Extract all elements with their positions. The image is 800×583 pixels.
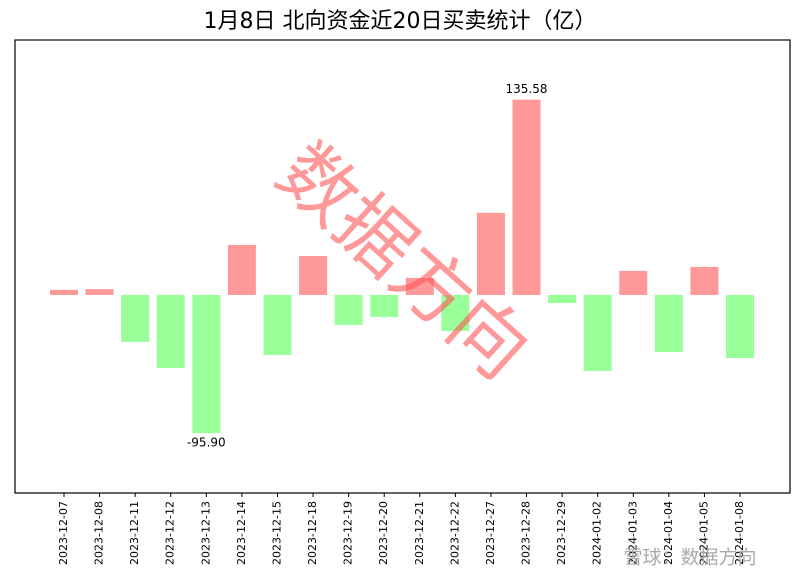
plot-frame bbox=[14, 39, 791, 494]
x-tick-label: 2023-12-12 bbox=[164, 501, 177, 565]
value-label: 135.58 bbox=[506, 82, 548, 96]
chart-title: 1月8日 北向资金近20日买卖统计（亿） bbox=[204, 9, 597, 34]
bar bbox=[583, 294, 612, 371]
bar bbox=[405, 277, 434, 295]
bar bbox=[690, 267, 719, 295]
bar bbox=[334, 294, 363, 325]
bar bbox=[85, 289, 114, 295]
x-tick-label: 2024-01-08 bbox=[733, 501, 746, 565]
x-tick-label: 2023-12-19 bbox=[342, 501, 355, 565]
bar bbox=[227, 244, 256, 295]
bar bbox=[441, 294, 470, 331]
x-tick-label: 2023-12-29 bbox=[555, 501, 568, 565]
x-tick-label: 2023-12-18 bbox=[306, 501, 319, 565]
x-tick-label: 2023-12-15 bbox=[270, 501, 283, 565]
bar bbox=[299, 256, 328, 295]
x-tick-label: 2023-12-22 bbox=[448, 501, 461, 565]
x-tick-label: 2023-12-28 bbox=[520, 501, 533, 565]
x-tick-label: 2024-01-04 bbox=[662, 501, 675, 565]
x-tick-label: 2023-12-14 bbox=[235, 501, 248, 565]
bar bbox=[476, 212, 505, 295]
value-label: -95.90 bbox=[187, 436, 226, 450]
bar bbox=[263, 294, 292, 356]
bar bbox=[156, 294, 185, 368]
bar bbox=[192, 294, 221, 434]
bar bbox=[726, 294, 755, 359]
bar bbox=[548, 294, 577, 304]
x-tick-label: 2023-12-27 bbox=[484, 501, 497, 565]
x-tick-label: 2024-01-02 bbox=[591, 501, 604, 565]
x-tick-label: 2023-12-11 bbox=[128, 501, 141, 565]
x-tick-label: 2023-12-08 bbox=[93, 501, 106, 565]
x-tick-label: 2023-12-07 bbox=[57, 501, 70, 565]
bar bbox=[619, 270, 648, 295]
x-tick-label: 2023-12-21 bbox=[413, 501, 426, 565]
x-tick-label: 2023-12-13 bbox=[199, 501, 212, 565]
x-tick-label: 2023-12-20 bbox=[377, 501, 390, 565]
x-tick-label: 2024-01-03 bbox=[626, 501, 639, 565]
footer-watermark: 雪球：数据方向 bbox=[623, 547, 756, 569]
bar bbox=[654, 294, 683, 352]
x-tick-label: 2024-01-05 bbox=[697, 501, 710, 565]
bar bbox=[512, 99, 541, 295]
bar bbox=[121, 294, 150, 342]
bar bbox=[370, 294, 399, 317]
bar bbox=[50, 289, 78, 295]
